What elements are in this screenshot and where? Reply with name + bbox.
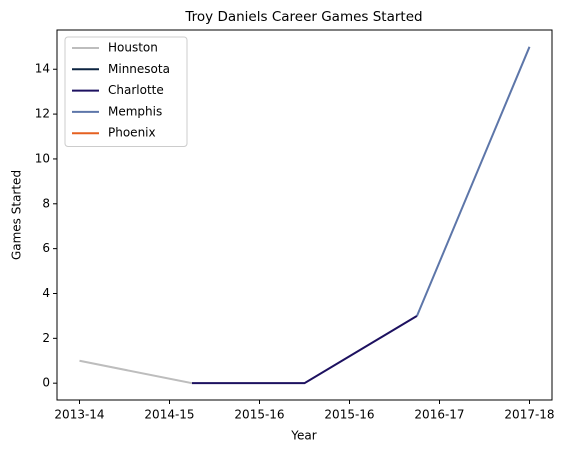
legend-label: Memphis [108, 104, 162, 118]
series-line [416, 46, 531, 317]
x-tick-label: 2016-17 [414, 408, 464, 422]
legend-label: Charlotte [108, 83, 164, 97]
series-line [79, 359, 193, 385]
x-tick-label: 2015-16 [324, 408, 374, 422]
y-tick-label: 12 [35, 107, 50, 121]
y-tick-label: 0 [42, 376, 50, 390]
x-tick-label: 2017-18 [504, 408, 554, 422]
y-tick-label: 8 [42, 196, 50, 210]
x-tick-label: 2013-14 [54, 408, 104, 422]
legend-label: Houston [108, 41, 158, 55]
x-tick-label: 2014-15 [144, 408, 194, 422]
y-tick-label: 6 [42, 241, 50, 255]
legend-label: Minnesota [108, 62, 170, 76]
x-axis-label: Year [290, 429, 316, 443]
y-tick-label: 10 [35, 151, 50, 165]
y-tick-label: 4 [42, 286, 50, 300]
y-tick-label: 2 [42, 331, 50, 345]
plot-frame [56, 29, 553, 401]
legend-box [64, 36, 188, 147]
x-tick-label: 2015-16 [234, 408, 284, 422]
legend-label: Phoenix [108, 126, 156, 140]
y-axis-label: Games Started [10, 170, 24, 260]
series-line [192, 315, 418, 385]
y-tick-label: 14 [35, 62, 50, 76]
chart-title: Troy Daniels Career Games Started [184, 9, 422, 25]
